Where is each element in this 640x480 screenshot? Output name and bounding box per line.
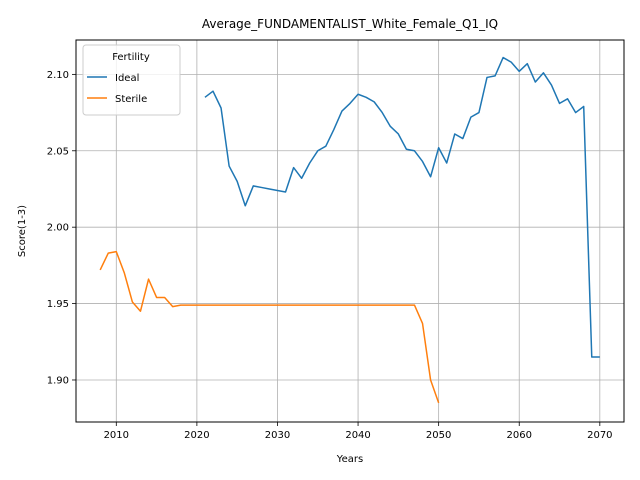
legend-title: Fertility [112, 52, 150, 63]
x-tick-label: 2030 [265, 430, 290, 441]
plot-series [99, 56, 600, 404]
series-line-sterile [99, 250, 440, 404]
legend-label-sterile: Sterile [115, 94, 147, 105]
x-axis-label: Years [336, 454, 363, 465]
series-line-ideal [204, 56, 600, 358]
y-tick-label: 2.10 [47, 70, 69, 81]
x-tick-label: 2010 [104, 430, 129, 441]
plot-frame [75, 39, 625, 423]
x-tick-label: 2070 [587, 430, 612, 441]
y-tick-label: 1.90 [47, 375, 69, 386]
y-tick-label: 2.05 [47, 146, 69, 157]
y-axis-ticks: 1.90 1.95 2.00 2.05 2.10 [47, 70, 76, 386]
y-axis-label: Score(1-3) [17, 205, 28, 257]
y-tick-label: 1.95 [47, 299, 69, 310]
x-tick-label: 2050 [426, 430, 451, 441]
legend-box [82, 44, 181, 116]
legend-label-ideal: Ideal [115, 73, 139, 84]
legend: Fertility Ideal Sterile [82, 44, 181, 116]
y-tick-label: 2.00 [47, 223, 69, 234]
x-tick-label: 2020 [184, 430, 209, 441]
x-axis-ticks: 2010 2020 2030 2040 2050 2060 2070 [104, 422, 613, 441]
grid-lines [76, 40, 624, 422]
x-tick-label: 2040 [345, 430, 370, 441]
x-tick-label: 2060 [507, 430, 532, 441]
chart-title: Average_FUNDAMENTALIST_White_Female_Q1_I… [202, 17, 498, 31]
